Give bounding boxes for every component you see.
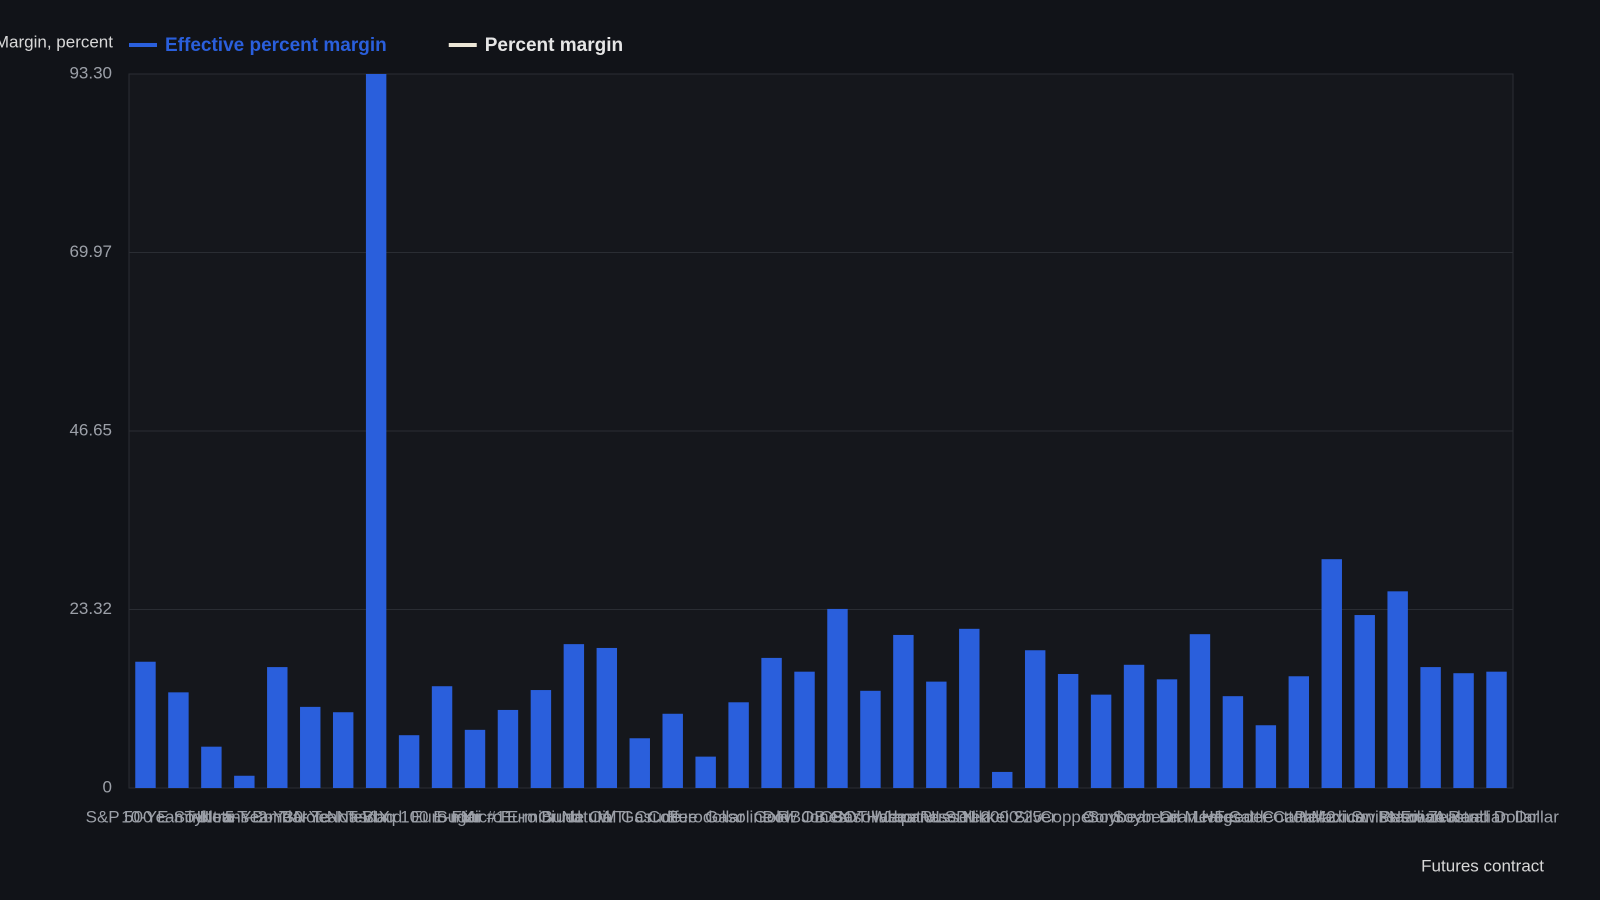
x-tick-label: 30-Year T-Bond bbox=[284, 807, 402, 826]
x-axis-label: Futures contract bbox=[1421, 856, 1544, 875]
bar bbox=[959, 628, 980, 788]
x-tick-label: 10-Year T-Note bbox=[121, 807, 235, 826]
y-tick-label: 23.32 bbox=[69, 599, 112, 618]
bar bbox=[332, 712, 354, 788]
x-tick-label: Euro Bund bbox=[501, 807, 581, 826]
x-tick-label: Feeder Cattle bbox=[1214, 807, 1317, 826]
x-tick-label: Micro E-mini bbox=[461, 807, 555, 826]
bar bbox=[1057, 673, 1079, 788]
bar bbox=[596, 647, 618, 788]
x-tick-label: Coffee bbox=[648, 807, 698, 826]
bar bbox=[135, 661, 156, 788]
y-tick-label: 0 bbox=[103, 777, 112, 796]
bar bbox=[267, 667, 288, 788]
bar bbox=[201, 746, 222, 788]
y-tick-label: 69.97 bbox=[69, 242, 112, 261]
bar bbox=[1222, 696, 1244, 788]
x-tick-label: New Zealand Dollar bbox=[1389, 807, 1539, 826]
x-tick-label: Soybean Oil bbox=[1088, 807, 1181, 826]
x-tick-label: Silver bbox=[1014, 807, 1057, 826]
bar bbox=[1453, 673, 1474, 788]
bar bbox=[1255, 725, 1277, 788]
bar bbox=[827, 608, 848, 788]
x-tick-label: Sugar #11 bbox=[436, 807, 513, 826]
x-tick-label: Crude Oil bbox=[538, 807, 610, 826]
x-tick-label: CBOT Wheat bbox=[820, 807, 921, 826]
bar bbox=[1321, 559, 1342, 788]
x-tick-label: Live Cattle bbox=[1193, 807, 1273, 826]
x-tick-label: Soybeans bbox=[174, 807, 250, 826]
x-tick-label: Brazilian Real bbox=[1378, 807, 1483, 826]
bar bbox=[1288, 676, 1310, 788]
x-tick-label: Nikkei 225 bbox=[963, 807, 1042, 826]
bar bbox=[1354, 615, 1375, 788]
bar bbox=[1420, 667, 1441, 788]
x-tick-label: Cotton #2 bbox=[1262, 807, 1336, 826]
x-tick-label: Ultra T-Bond bbox=[197, 807, 292, 826]
x-tick-label: Lean Hogs bbox=[1159, 807, 1241, 826]
x-tick-label: Euro FX bbox=[411, 807, 473, 826]
x-tick-label: VIX bbox=[362, 807, 389, 826]
legend-label: Effective percent margin bbox=[165, 35, 387, 56]
bar bbox=[992, 771, 1013, 788]
x-tick-label: WTI Crude bbox=[599, 807, 681, 826]
y-tick-label: 93.30 bbox=[69, 63, 112, 82]
x-tick-label: Australian Dollar bbox=[1434, 807, 1559, 826]
bar bbox=[695, 756, 716, 788]
y-axis-label: Margin, percent bbox=[0, 32, 113, 51]
bar bbox=[1486, 671, 1507, 788]
bar bbox=[860, 690, 881, 788]
x-tick-label: NY Harbor ULSD bbox=[838, 807, 968, 826]
x-tick-label: Natural Gas bbox=[561, 807, 652, 826]
x-tick-label: Copper bbox=[1040, 807, 1096, 826]
bar bbox=[1123, 664, 1145, 788]
x-tick-label: RBOB Gasoline bbox=[777, 807, 897, 826]
bar bbox=[761, 657, 782, 788]
x-tick-label: Dow Jones bbox=[762, 807, 846, 826]
bar bbox=[629, 738, 650, 788]
bar bbox=[300, 706, 321, 788]
y-tick-label: 46.65 bbox=[69, 420, 112, 439]
x-tick-label: Swiss Franc bbox=[1351, 807, 1444, 826]
bar bbox=[662, 713, 683, 788]
bar bbox=[168, 692, 189, 788]
bar bbox=[530, 690, 552, 788]
x-tick-label: Japanese Yen bbox=[883, 807, 990, 826]
bar bbox=[893, 634, 914, 788]
bar bbox=[794, 671, 815, 788]
bar bbox=[1387, 591, 1408, 788]
x-tick-label: Palladium bbox=[1294, 807, 1369, 826]
x-tick-label: 5-Year T-Note bbox=[225, 807, 330, 826]
bar bbox=[398, 735, 420, 788]
legend-label: Percent margin bbox=[485, 35, 623, 56]
bar bbox=[926, 681, 947, 788]
bar bbox=[1189, 634, 1211, 788]
x-tick-label: Mexican Peso bbox=[1311, 807, 1418, 826]
bar bbox=[1156, 679, 1178, 788]
x-tick-label: Eurodollar bbox=[667, 807, 745, 826]
bar bbox=[563, 644, 585, 788]
bar bbox=[1024, 650, 1046, 788]
bar bbox=[497, 709, 519, 788]
x-tick-label: S&P 500 E-mini bbox=[86, 807, 206, 826]
bar bbox=[464, 729, 486, 788]
x-tick-label: 2-Year T-Note bbox=[258, 807, 363, 826]
bar bbox=[431, 686, 453, 788]
x-tick-label: Corn bbox=[1083, 807, 1120, 826]
x-tick-label: Gold bbox=[754, 807, 790, 826]
bar bbox=[1090, 694, 1112, 788]
bar bbox=[728, 702, 749, 788]
bar bbox=[365, 74, 387, 788]
x-tick-label: Soybean Meal bbox=[1113, 807, 1222, 826]
bar bbox=[234, 775, 255, 788]
x-tick-label: Gasoline bbox=[705, 807, 772, 826]
x-tick-label: Nasdaq 100 E-mini bbox=[337, 807, 482, 826]
x-tick-label: Russell 2000 bbox=[920, 807, 1018, 826]
